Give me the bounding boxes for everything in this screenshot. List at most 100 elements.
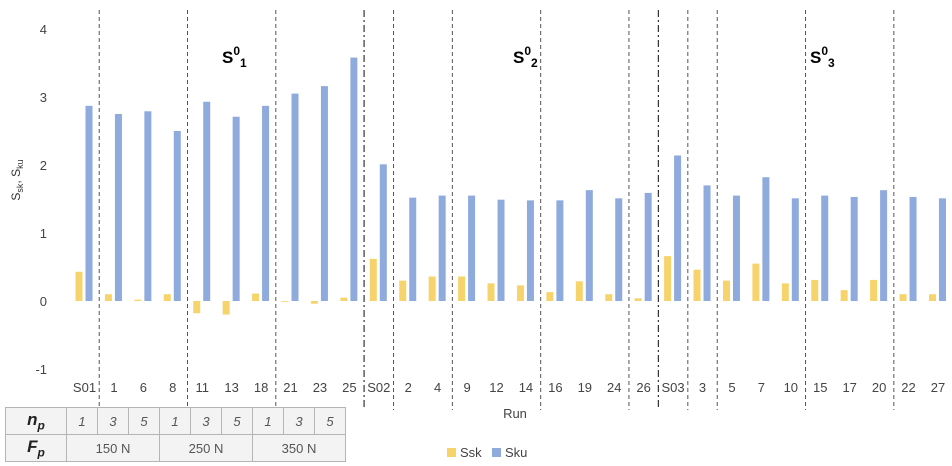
- bar-sku: [320, 86, 328, 302]
- x-tick-label: 9: [463, 380, 470, 395]
- bar-sku: [938, 198, 946, 301]
- bar-sku: [644, 192, 652, 301]
- np-cell: 1: [252, 407, 284, 435]
- y-axis-label: Ssk, Sku: [9, 159, 25, 200]
- fp-row: Fp 150 N 250 N 350 N: [5, 434, 346, 462]
- y-tick-label: 4: [40, 22, 47, 37]
- bar-ssk: [369, 258, 377, 301]
- bar-ssk: [104, 294, 112, 301]
- bar-ssk: [399, 280, 407, 301]
- bar-sku: [262, 105, 270, 301]
- x-tick-label: 8: [169, 380, 176, 395]
- x-tick-label: 12: [489, 380, 503, 395]
- bar-sku: [762, 177, 770, 301]
- np-cell: 1: [159, 407, 191, 435]
- bar-sku: [526, 200, 534, 301]
- x-tick-label: 23: [313, 380, 327, 395]
- np-cell: 5: [128, 407, 160, 435]
- bar-sku: [909, 196, 917, 301]
- x-tick-label: 25: [342, 380, 356, 395]
- legend-label-sku: Sku: [505, 445, 527, 460]
- x-tick-label: S02: [367, 380, 390, 395]
- bar-sku: [144, 111, 152, 301]
- bar-sku: [674, 155, 682, 301]
- bar-ssk: [428, 276, 436, 301]
- bar-sku: [556, 200, 564, 301]
- group-label-2: S02: [513, 44, 538, 70]
- np-cell: 3: [190, 407, 222, 435]
- bar-ssk: [252, 293, 260, 301]
- bar-ssk: [575, 281, 583, 301]
- np-header: np: [5, 407, 67, 435]
- x-tick-label: 2: [405, 380, 412, 395]
- bar-ssk: [310, 301, 318, 304]
- bar-sku: [585, 190, 593, 301]
- bar-sku: [114, 114, 122, 301]
- bar-ssk: [664, 256, 672, 301]
- bar-ssk: [781, 283, 789, 301]
- x-tick-label: 3: [699, 380, 706, 395]
- bar-sku: [379, 164, 387, 301]
- bar-sku: [291, 93, 299, 301]
- group-label-1: S01: [222, 44, 247, 70]
- fp-cell: 350 N: [252, 434, 346, 462]
- bar-sku: [409, 197, 417, 301]
- bar-ssk: [340, 297, 348, 301]
- bar-ssk: [870, 279, 878, 301]
- bar-sku: [468, 195, 476, 301]
- x-tick-label: 5: [728, 380, 735, 395]
- group-dividers: [98, 10, 895, 410]
- x-axis-label: Run: [503, 406, 527, 421]
- bar-sku: [732, 195, 740, 301]
- bar-sku: [880, 190, 888, 301]
- x-tick-label: 19: [578, 380, 592, 395]
- bar-ssk: [840, 290, 848, 301]
- bar-sku: [497, 199, 505, 301]
- bar-ssk: [193, 301, 201, 314]
- y-axis: -1 0 1 2 3 4: [35, 22, 47, 377]
- bar-ssk: [516, 285, 524, 301]
- x-tick-label: 10: [784, 380, 798, 395]
- bar-sku: [850, 196, 858, 301]
- x-tick-label: 11: [195, 380, 209, 395]
- x-tick-label: 24: [607, 380, 621, 395]
- x-tick-label: 15: [813, 380, 827, 395]
- np-row: np 1 3 5 1 3 5 1 3 5: [5, 407, 346, 435]
- np-cell: 5: [314, 407, 346, 435]
- bar-sku: [203, 101, 211, 301]
- bar-sku: [791, 198, 799, 301]
- bar-sku: [173, 131, 181, 301]
- bar-ssk: [222, 301, 230, 315]
- bar-sku: [438, 195, 446, 301]
- y-tick-label: 3: [40, 90, 47, 105]
- bar-ssk: [163, 294, 171, 301]
- x-tick-label: 6: [140, 380, 147, 395]
- bar-ssk: [458, 276, 466, 301]
- bar-sku: [85, 105, 93, 301]
- bar-sku: [615, 198, 623, 301]
- bar-ssk: [811, 279, 819, 301]
- x-tick-label: 17: [842, 380, 856, 395]
- legend-label-ssk: Ssk: [460, 445, 482, 460]
- legend-swatch-sku: [492, 448, 501, 457]
- parameter-table: np 1 3 5 1 3 5 1 3 5 Fp 150 N 250 N 350 …: [5, 407, 346, 462]
- bar-ssk: [899, 294, 907, 301]
- np-cell: 3: [97, 407, 129, 435]
- group-label-3: S03: [810, 44, 835, 70]
- x-tick-labels: S01 1 6 8 11 13 18 21 23 25 S02 2 4 9 12 14 16 19 24 26 S03 3…: [73, 380, 945, 395]
- fp-cell: 250 N: [159, 434, 253, 462]
- bar-ssk: [752, 263, 760, 301]
- bar-sku: [821, 195, 829, 301]
- bar-ssk: [722, 280, 730, 301]
- bar-ssk: [546, 292, 554, 301]
- y-tick-label: 1: [40, 226, 47, 241]
- x-tick-label: 14: [519, 380, 533, 395]
- x-tick-label: S03: [662, 380, 685, 395]
- bar-ssk: [605, 294, 613, 301]
- bar-sku: [350, 57, 358, 302]
- x-tick-label: 26: [636, 380, 650, 395]
- y-tick-label: -1: [35, 362, 47, 377]
- x-tick-label: 22: [901, 380, 915, 395]
- legend: Ssk Sku: [447, 445, 527, 460]
- bar-ssk: [75, 271, 83, 301]
